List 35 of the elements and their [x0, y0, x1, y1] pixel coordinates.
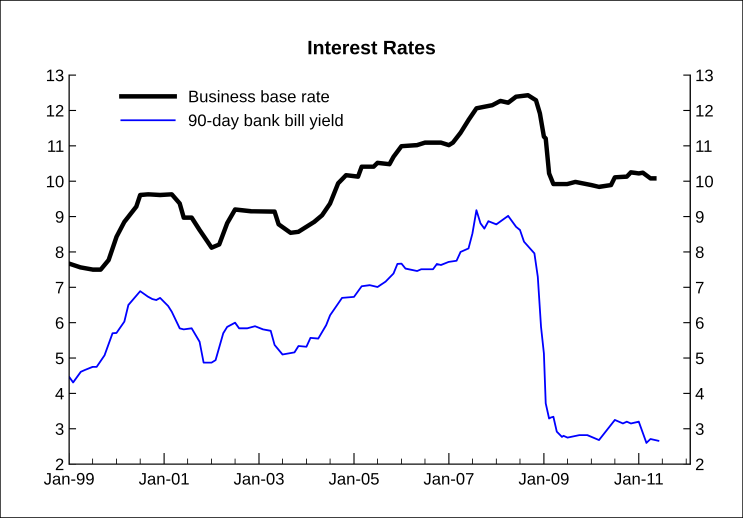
y-tick-label: 6 — [56, 317, 64, 329]
legend-label: 90-day bank bill yield — [188, 114, 343, 130]
y-tick-label: 7 — [56, 282, 64, 294]
x-tick-label: Jan-03 — [234, 472, 284, 485]
y2-tick-label: 11 — [696, 140, 712, 152]
y-tick-label: 3 — [56, 423, 64, 435]
y2-tick-label: 6 — [696, 317, 704, 329]
y2-tick-label: 5 — [696, 352, 704, 364]
y2-tick-label: 2 — [696, 458, 704, 470]
x-tick-label: Jan-09 — [518, 472, 569, 485]
y2-tick-label: 4 — [695, 388, 704, 400]
legend-label: Business base rate — [189, 90, 330, 102]
x-tick-label: Jan-07 — [424, 472, 474, 485]
y-tick-label: 9 — [56, 210, 64, 223]
y-tick-label: 5 — [56, 352, 64, 364]
line-series — [69, 209, 660, 444]
y-tick-label: 11 — [48, 140, 64, 152]
y-tick-label: 2 — [56, 458, 64, 470]
y2-tick-label: 12 — [696, 104, 713, 117]
x-tick-label: Jan-05 — [328, 472, 379, 485]
y2-tick-label: 9 — [696, 210, 704, 223]
y-tick-label: 8 — [56, 246, 64, 258]
y-tick-label: 13 — [46, 70, 64, 82]
y2-tick-label: 10 — [696, 176, 713, 188]
chart-title: Interest Rates — [308, 40, 436, 54]
y2-tick-label: 3 — [696, 423, 704, 435]
x-tick-label: Jan-01 — [138, 472, 189, 485]
y-tick-label: 4 — [55, 388, 64, 400]
x-tick-label: Jan-99 — [44, 472, 94, 485]
y-tick-label: 10 — [46, 176, 64, 188]
y2-tick-label: 13 — [696, 70, 713, 82]
y2-tick-label: 7 — [696, 282, 704, 294]
y2-tick-label: 8 — [696, 246, 704, 258]
y-tick-label: 12 — [46, 104, 64, 117]
x-tick-label: Jan-11 — [614, 473, 663, 485]
